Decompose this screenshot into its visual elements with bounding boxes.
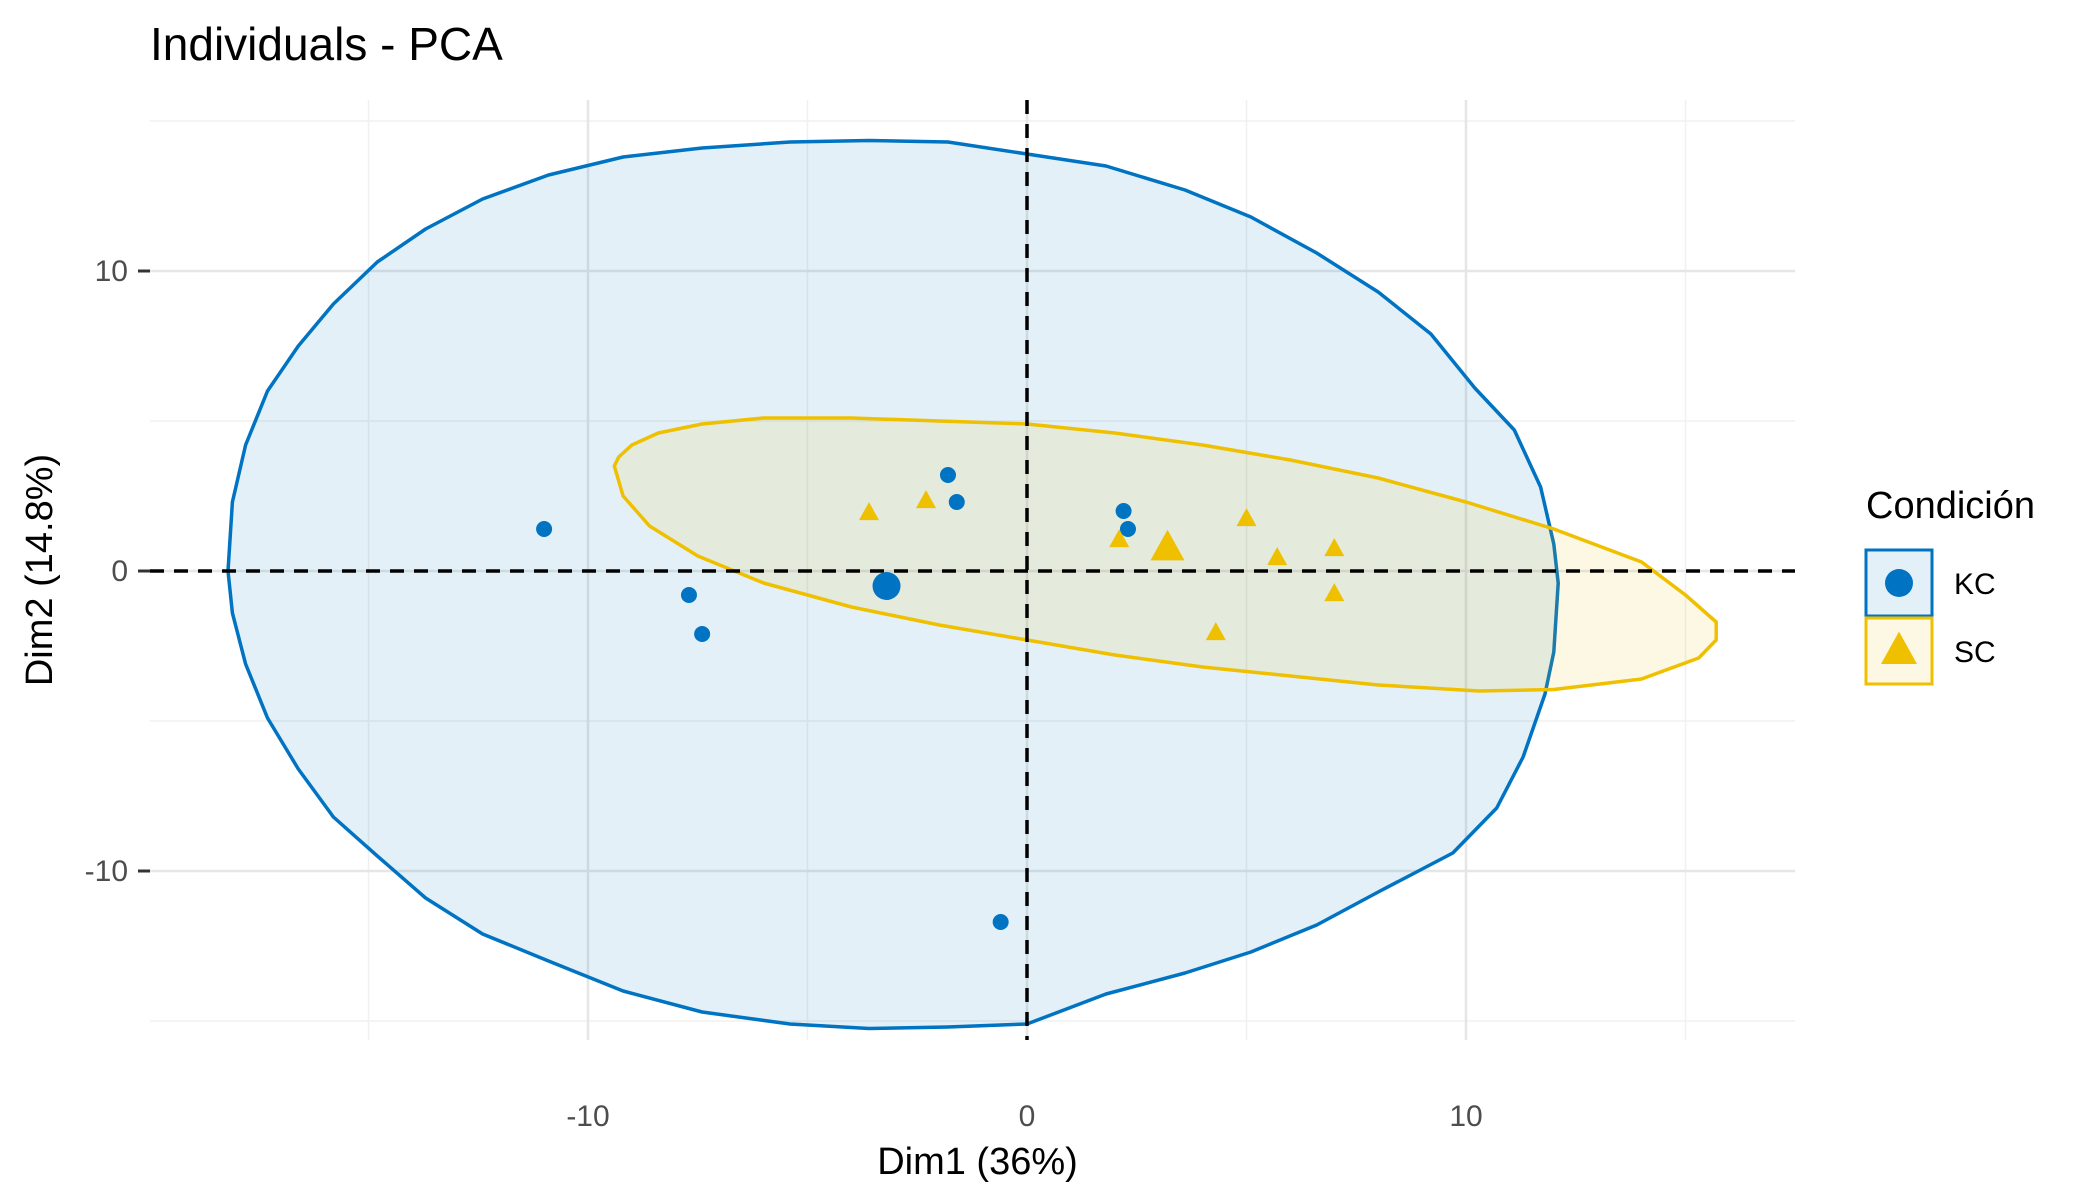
- point-kc: [680, 587, 697, 603]
- point-kc: [536, 521, 553, 537]
- y-tick-label: 0: [111, 555, 128, 588]
- y-tick-label: -10: [85, 855, 128, 888]
- point-sc: [1236, 508, 1257, 527]
- legend-label-kc: KC: [1954, 568, 1996, 601]
- legend: Condición KC SC: [1864, 485, 2035, 686]
- y-axis-title: Dim2 (14.8%): [19, 454, 61, 686]
- axes: -10 0 10 -10 0 10: [85, 255, 1483, 1133]
- y-tick-label: 10: [95, 255, 128, 288]
- confidence-ellipses: [226, 138, 1718, 1031]
- data-points: [536, 467, 1345, 930]
- legend-title: Condición: [1866, 485, 2035, 527]
- legend-label-sc: SC: [1954, 636, 1996, 669]
- point-sc: [916, 490, 936, 509]
- centroid-kc: [872, 572, 901, 600]
- centroid-sc: [1150, 529, 1185, 561]
- legend-marker-kc: [1885, 569, 1913, 597]
- chart-title: Individuals - PCA: [150, 18, 503, 70]
- legend-marker-sc: [1881, 631, 1917, 664]
- point-sc: [1109, 529, 1130, 548]
- point-kc: [948, 494, 965, 510]
- point-sc: [1205, 622, 1226, 641]
- x-tick-label: 10: [1449, 1100, 1482, 1133]
- reference-lines: [150, 100, 1795, 1040]
- point-kc: [1115, 503, 1132, 519]
- point-sc: [1324, 538, 1345, 557]
- point-kc: [992, 914, 1009, 930]
- point-sc: [1324, 583, 1345, 602]
- point-sc: [1267, 547, 1288, 566]
- point-kc: [1119, 521, 1136, 537]
- x-tick-label: 0: [1019, 1100, 1036, 1133]
- x-axis-title: Dim1 (36%): [877, 1141, 1078, 1183]
- point-sc: [859, 502, 879, 521]
- point-kc: [939, 467, 956, 483]
- point-kc: [694, 626, 711, 642]
- x-tick-label: -10: [566, 1100, 609, 1133]
